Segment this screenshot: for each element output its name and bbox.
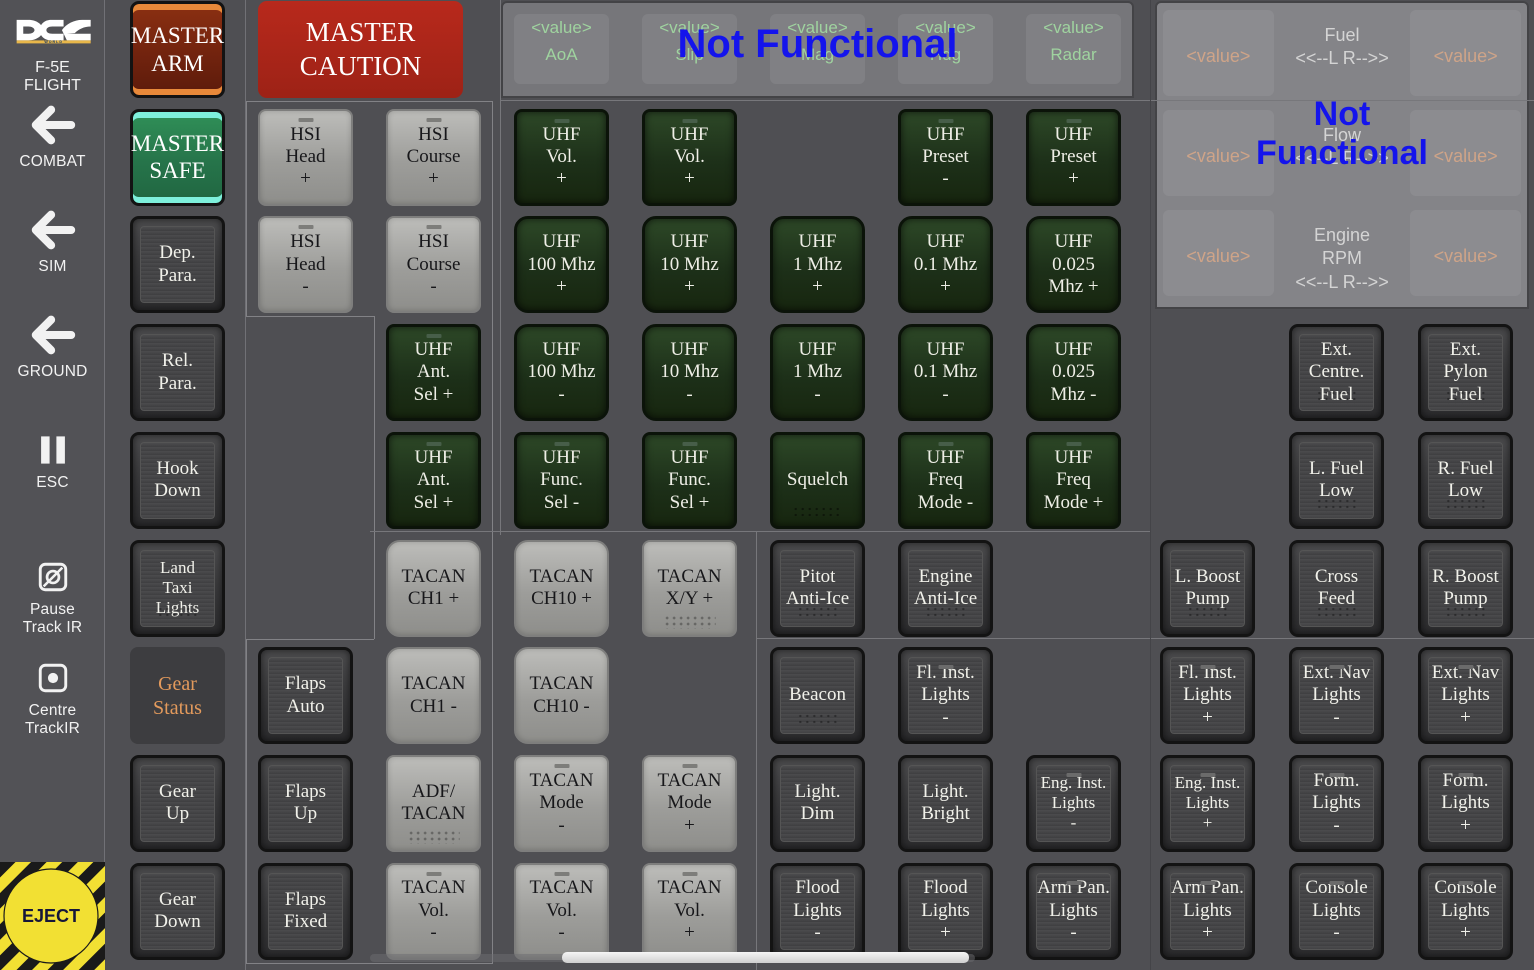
svg-text:EJECT: EJECT (22, 906, 80, 926)
svg-text:WORLD: WORLD (44, 40, 63, 44)
